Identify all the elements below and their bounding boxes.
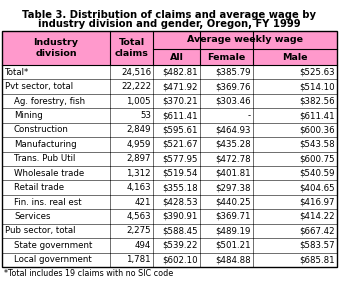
Text: $435.28: $435.28 (215, 140, 251, 149)
Text: $667.42: $667.42 (299, 226, 335, 236)
Text: *Total includes 19 claims with no SIC code: *Total includes 19 claims with no SIC co… (4, 269, 173, 278)
Text: $588.45: $588.45 (162, 226, 198, 236)
Text: 53: 53 (140, 111, 151, 120)
Text: 4,959: 4,959 (127, 140, 151, 149)
Text: $471.92: $471.92 (162, 82, 198, 91)
Text: $472.78: $472.78 (215, 154, 251, 163)
Text: $519.54: $519.54 (162, 169, 198, 178)
Text: Construction: Construction (14, 125, 69, 134)
Text: Total*: Total* (5, 68, 29, 77)
Text: Local government: Local government (14, 255, 92, 264)
Text: $583.57: $583.57 (299, 241, 335, 250)
Text: $685.81: $685.81 (299, 255, 335, 264)
Text: $611.41: $611.41 (162, 111, 198, 120)
Text: $355.18: $355.18 (162, 183, 198, 192)
Text: $611.41: $611.41 (299, 111, 335, 120)
Text: Male: Male (282, 53, 308, 62)
Text: $484.88: $484.88 (215, 255, 251, 264)
Text: 1,781: 1,781 (126, 255, 151, 264)
Bar (2, 31, 337, 65)
Text: $416.97: $416.97 (299, 198, 335, 207)
Text: $514.10: $514.10 (299, 82, 335, 91)
Text: -: - (248, 111, 251, 120)
Text: $369.71: $369.71 (216, 212, 251, 221)
Text: Retail trade: Retail trade (14, 183, 64, 192)
Text: Trans. Pub Util: Trans. Pub Util (14, 154, 75, 163)
Text: $525.63: $525.63 (299, 68, 335, 77)
Text: 494: 494 (135, 241, 151, 250)
Text: $595.61: $595.61 (162, 125, 198, 134)
Text: State government: State government (14, 241, 92, 250)
Text: Total
claims: Total claims (115, 38, 148, 58)
Text: $414.22: $414.22 (299, 212, 335, 221)
Text: 1,005: 1,005 (126, 97, 151, 105)
Text: 2,849: 2,849 (126, 125, 151, 134)
Text: $540.59: $540.59 (299, 169, 335, 178)
Text: $370.21: $370.21 (162, 97, 198, 105)
Text: $297.38: $297.38 (216, 183, 251, 192)
Text: 2,897: 2,897 (126, 154, 151, 163)
Text: Fin. ins. real est: Fin. ins. real est (14, 198, 82, 207)
Text: $464.93: $464.93 (216, 125, 251, 134)
Text: Ag. forestry, fish: Ag. forestry, fish (14, 97, 85, 105)
Text: $521.67: $521.67 (162, 140, 198, 149)
Text: Industry
division: Industry division (34, 38, 79, 58)
Text: 421: 421 (135, 198, 151, 207)
Text: Female: Female (207, 53, 246, 62)
Text: Mining: Mining (14, 111, 43, 120)
Text: $428.53: $428.53 (162, 198, 198, 207)
Text: $440.25: $440.25 (215, 198, 251, 207)
Text: 2,275: 2,275 (126, 226, 151, 236)
Text: $600.36: $600.36 (299, 125, 335, 134)
Text: $369.76: $369.76 (216, 82, 251, 91)
Text: 22,222: 22,222 (121, 82, 151, 91)
Text: Pub sector, total: Pub sector, total (5, 226, 76, 236)
Text: $577.95: $577.95 (162, 154, 198, 163)
Text: 4,163: 4,163 (126, 183, 151, 192)
Text: 4,563: 4,563 (126, 212, 151, 221)
Bar (2, 31, 337, 267)
Text: 24,516: 24,516 (121, 68, 151, 77)
Text: $602.10: $602.10 (162, 255, 198, 264)
Text: Wholesale trade: Wholesale trade (14, 169, 84, 178)
Text: industry division and gender, Oregon, FY 1999: industry division and gender, Oregon, FY… (38, 19, 301, 29)
Text: Table 3. Distribution of claims and average wage by: Table 3. Distribution of claims and aver… (22, 10, 317, 20)
Text: $600.75: $600.75 (299, 154, 335, 163)
Text: $539.22: $539.22 (162, 241, 198, 250)
Text: Manufacturing: Manufacturing (14, 140, 77, 149)
Text: 1,312: 1,312 (126, 169, 151, 178)
Text: $543.58: $543.58 (299, 140, 335, 149)
Text: $404.65: $404.65 (299, 183, 335, 192)
Text: Services: Services (14, 212, 51, 221)
Text: Average weekly wage: Average weekly wage (187, 36, 303, 45)
Text: $401.81: $401.81 (215, 169, 251, 178)
Text: $501.21: $501.21 (215, 241, 251, 250)
Text: $385.79: $385.79 (216, 68, 251, 77)
Text: $303.46: $303.46 (215, 97, 251, 105)
Text: $382.56: $382.56 (299, 97, 335, 105)
Text: $489.19: $489.19 (216, 226, 251, 236)
Text: $390.91: $390.91 (163, 212, 198, 221)
Text: $482.81: $482.81 (162, 68, 198, 77)
Text: All: All (170, 53, 183, 62)
Text: Pvt sector, total: Pvt sector, total (5, 82, 73, 91)
